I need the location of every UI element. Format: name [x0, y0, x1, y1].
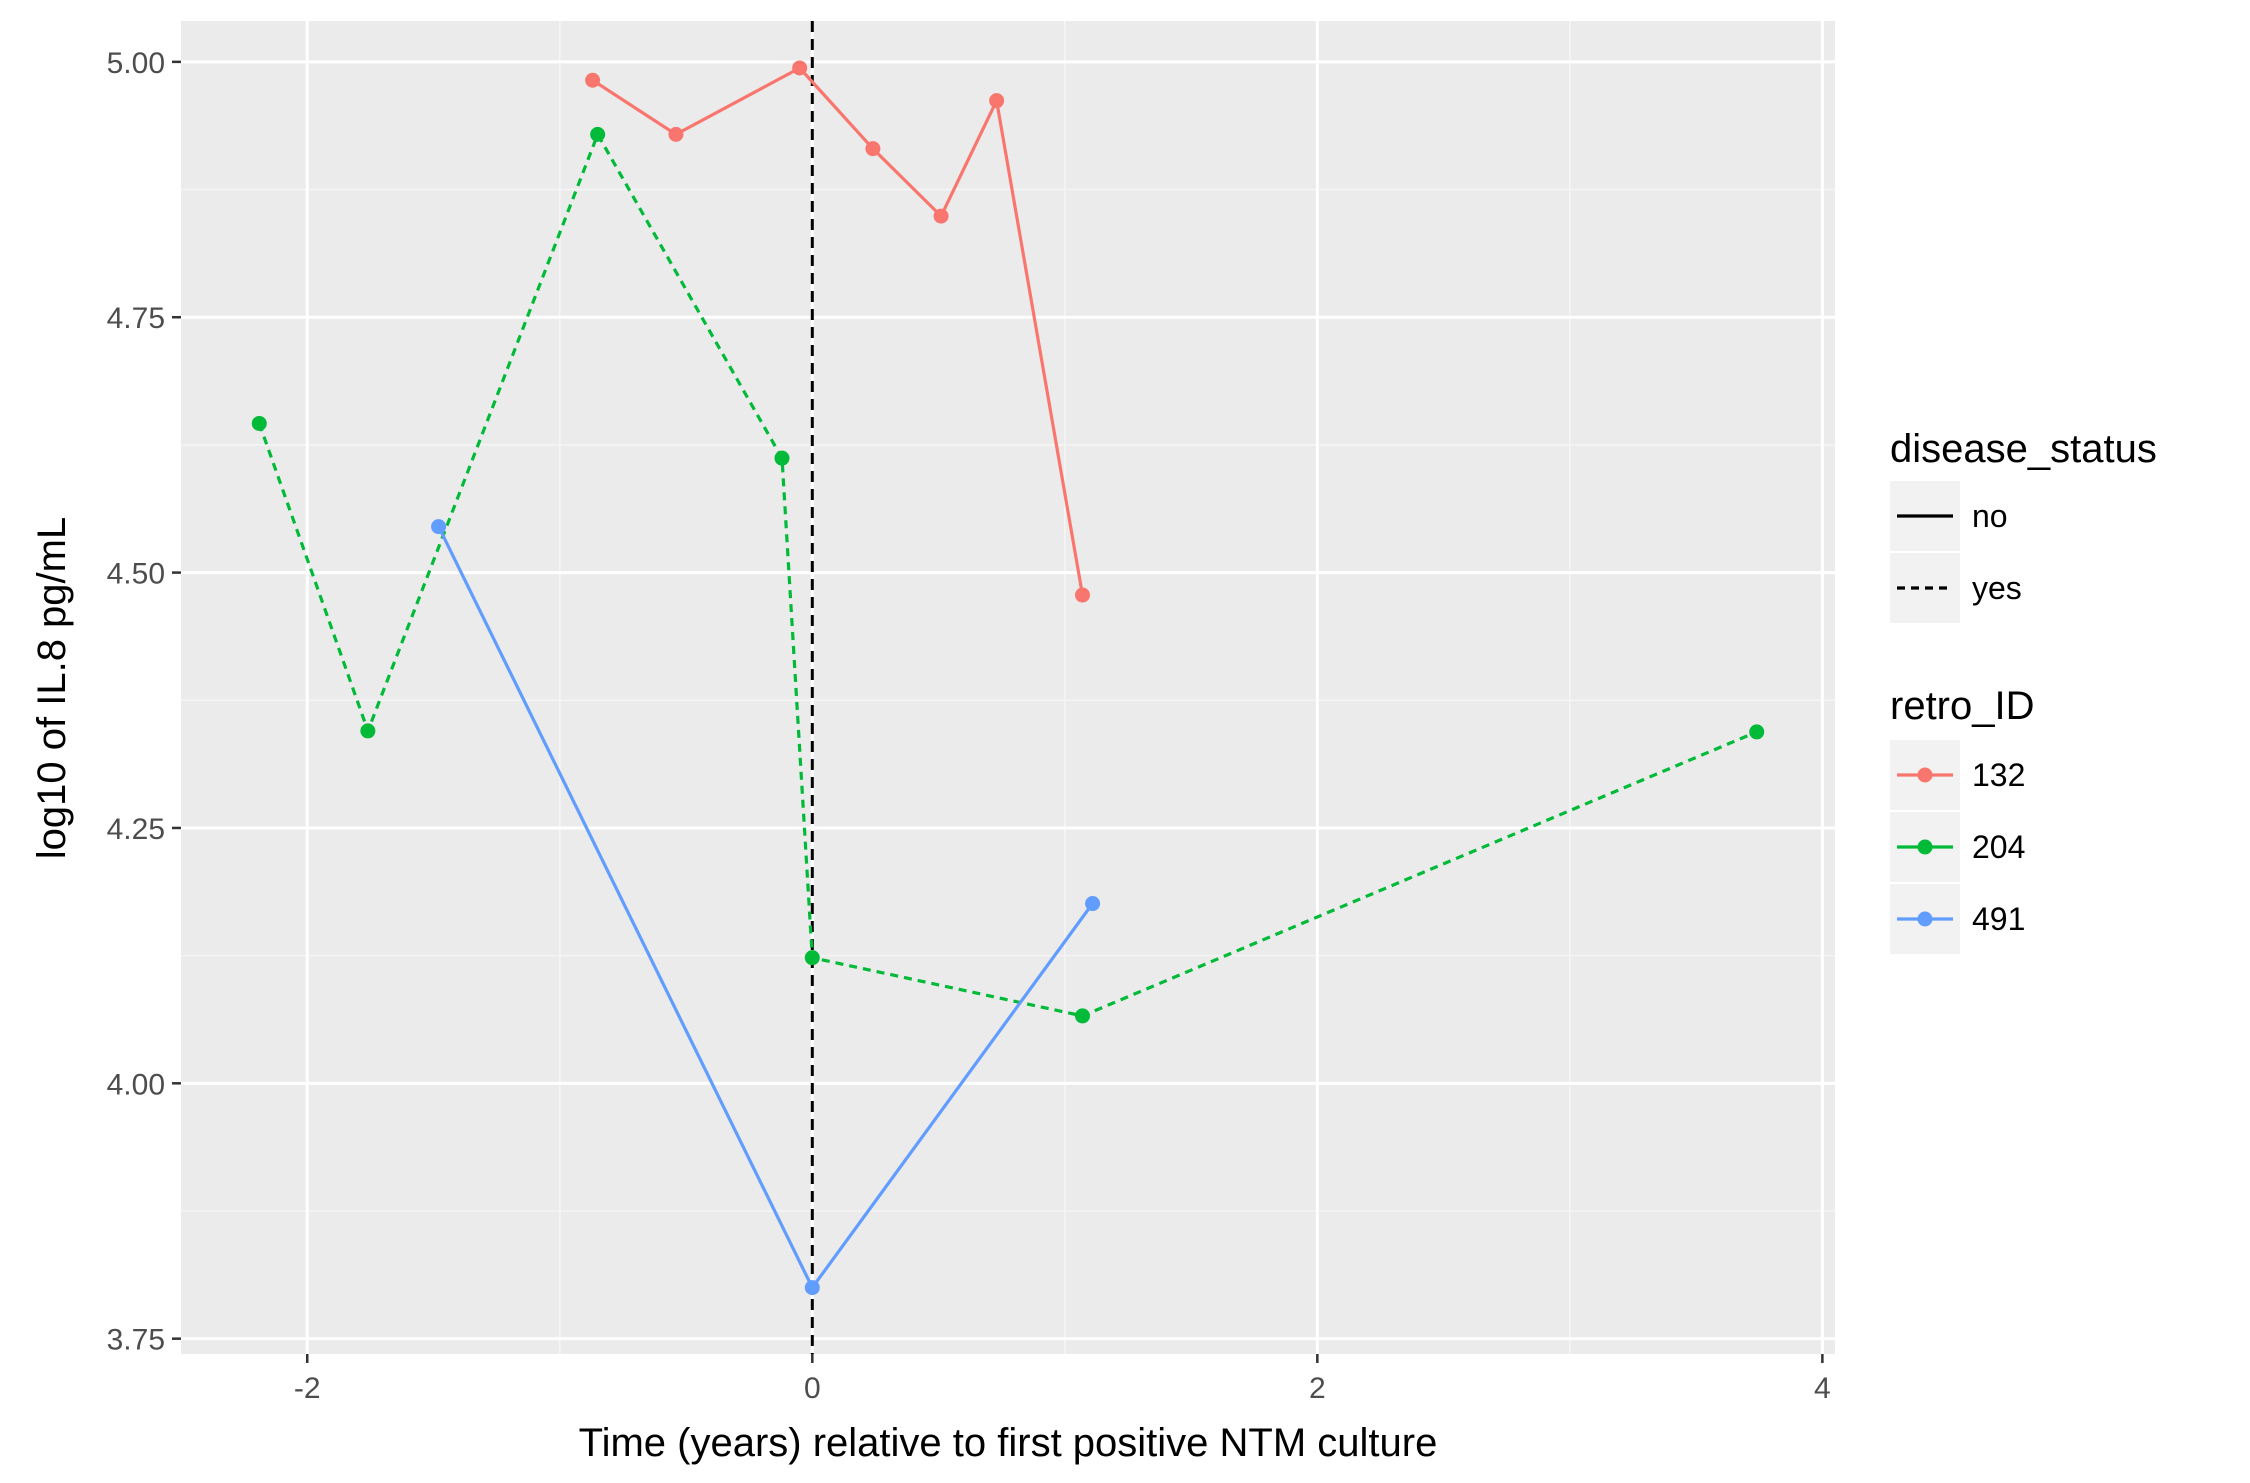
y-tick-label: 3.75 [107, 1324, 165, 1357]
x-tick-label: 2 [1309, 1372, 1326, 1405]
data-point-132 [585, 72, 601, 88]
x-tick-label: 4 [1814, 1372, 1831, 1405]
data-point-204 [590, 126, 606, 142]
legend-key-point-132 [1917, 767, 1933, 783]
tick-labels: -2 0 2 4 3.75 4.00 4.25 4.50 4.75 5.00 [107, 47, 1831, 1405]
y-axis-title: log10 of IL.8 pg/mL [30, 517, 74, 859]
y-tick-label: 5.00 [107, 47, 165, 80]
data-point-132 [1074, 587, 1090, 603]
data-point-204 [774, 450, 790, 466]
plot-panel [181, 21, 1835, 1354]
minor-gridlines [181, 21, 1835, 1354]
legend-label-no: no [1972, 498, 2008, 534]
legend-key-point-204 [1917, 839, 1933, 855]
major-gridlines [181, 21, 1835, 1354]
legend-title-disease-status: disease_status [1890, 427, 2157, 471]
data-point-132 [989, 93, 1005, 109]
legend-key-point-491 [1917, 911, 1933, 927]
data-point-204 [1749, 724, 1765, 740]
data-point-491 [431, 519, 447, 535]
legend-label-204: 204 [1972, 829, 2025, 865]
y-tick-label: 4.25 [107, 813, 165, 846]
legend-label-yes: yes [1972, 570, 2022, 606]
data-point-132 [668, 126, 684, 142]
x-tick-label: -2 [294, 1372, 321, 1405]
x-tick-label: 0 [804, 1372, 821, 1405]
series-points [251, 60, 1765, 1296]
x-axis-title: Time (years) relative to first positive … [579, 1421, 1438, 1465]
y-tick-label: 4.50 [107, 558, 165, 591]
data-point-132 [933, 208, 949, 224]
data-point-132 [865, 141, 881, 157]
data-point-204 [804, 950, 820, 966]
y-tick-label: 4.00 [107, 1068, 165, 1101]
axis-ticks [172, 60, 1824, 1363]
legend-title-retro-id: retro_ID [1890, 684, 2035, 728]
data-point-132 [792, 60, 808, 76]
data-point-491 [804, 1280, 820, 1296]
legend-label-132: 132 [1972, 757, 2025, 793]
data-point-491 [1085, 896, 1101, 912]
data-point-204 [360, 723, 376, 739]
data-point-204 [1074, 1008, 1090, 1024]
data-point-204 [251, 415, 267, 431]
y-tick-label: 4.75 [107, 302, 165, 335]
legend-label-491: 491 [1972, 901, 2025, 937]
